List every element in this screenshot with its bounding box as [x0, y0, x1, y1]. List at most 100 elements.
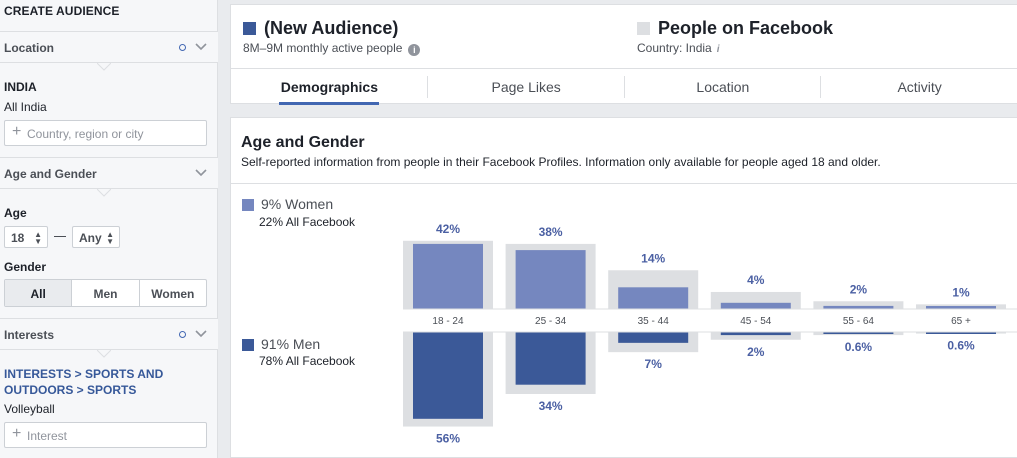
- age-gender-card: Age and Gender Self-reported information…: [230, 117, 1017, 458]
- chevron-down-icon[interactable]: [194, 327, 208, 341]
- plus-icon: +: [12, 123, 22, 140]
- location-section-header[interactable]: Location: [0, 31, 218, 63]
- age-range-dash: [54, 236, 66, 237]
- chart-title: Age and Gender: [241, 134, 365, 151]
- tab-activity-label: Activity: [897, 79, 942, 95]
- interests-section-label: Interests: [4, 328, 55, 342]
- age-tick-label: 65 +: [951, 316, 971, 327]
- tab-page-likes-label: Page Likes: [491, 79, 561, 95]
- info-icon[interactable]: i: [716, 44, 720, 55]
- women-data-label: 2%: [850, 282, 868, 296]
- age-from-select[interactable]: 18 ▲ ▼: [4, 226, 48, 248]
- age-from-value: 18: [11, 231, 25, 245]
- women-bar: [618, 287, 689, 309]
- stepper-icon: ▲ ▼: [34, 230, 42, 246]
- women-bar: [413, 243, 483, 309]
- tab-divider: [623, 76, 625, 98]
- men-data-label: 0.6%: [947, 339, 975, 353]
- tab-demographics[interactable]: Demographics: [231, 69, 428, 105]
- tab-activity[interactable]: Activity: [821, 69, 1017, 105]
- chevron-down-icon[interactable]: [194, 40, 208, 54]
- women-data-label: 42%: [436, 222, 460, 236]
- audience-size: 8M–9M monthly active people i: [243, 41, 421, 56]
- compare-title: People on Facebook: [658, 18, 834, 38]
- gear-icon[interactable]: [179, 331, 186, 338]
- women-data-label: 38%: [539, 225, 563, 239]
- age-gender-card-header: Age and Gender Self-reported information…: [231, 118, 1017, 184]
- men-data-label: 0.6%: [845, 340, 873, 354]
- age-gender-chart: 42% 56% 38% 34% 14% 7% 4% 2% 2% 0.6% 1% 0.6% 18 - 24…: [403, 222, 1017, 446]
- men-bar: [926, 332, 996, 334]
- tab-divider: [820, 76, 822, 98]
- location-input-placeholder: Country, region or city: [27, 127, 144, 141]
- audience-header-card: (New Audience) 8M–9M monthly active peop…: [230, 4, 1017, 105]
- men-data-label: 34%: [539, 399, 563, 413]
- interest-path-link[interactable]: INTERESTS > SPORTS AND OUTDOORS > SPORTS: [4, 366, 184, 398]
- gender-men-button[interactable]: Men: [72, 280, 140, 306]
- tab-demographics-label: Demographics: [280, 79, 378, 95]
- age-to-select[interactable]: Any ▲ ▼: [72, 226, 120, 248]
- audience-size-text: 8M–9M monthly active people: [243, 41, 403, 55]
- tab-page-likes[interactable]: Page Likes: [428, 69, 625, 105]
- location-section-label: Location: [4, 41, 54, 55]
- sidebar-title: CREATE AUDIENCE: [4, 4, 120, 18]
- age-to-value: Any: [79, 231, 102, 245]
- women-bar: [926, 306, 996, 309]
- men-facebook-bar: [710, 332, 801, 340]
- compare-country: Country: India i: [637, 41, 720, 55]
- men-bar: [515, 332, 586, 385]
- women-facebook-share: 22% All Facebook: [259, 215, 356, 229]
- women-bar: [515, 250, 586, 309]
- interest-search-input[interactable]: + Interest: [4, 422, 207, 448]
- men-data-label: 2%: [747, 345, 765, 359]
- interests-section-header[interactable]: Interests: [0, 318, 218, 350]
- insights-tabs: Demographics Page Likes Location Activit…: [231, 68, 1017, 105]
- women-data-label: 4%: [747, 273, 765, 287]
- men-data-label: 56%: [436, 432, 460, 446]
- age-tick-label: 18 - 24: [432, 316, 464, 327]
- women-data-label: 14%: [641, 251, 665, 265]
- age-axis-band: [403, 309, 1017, 332]
- tab-location[interactable]: Location: [625, 69, 822, 105]
- active-tab-underline: [279, 102, 379, 105]
- chevron-down-icon[interactable]: [194, 166, 208, 180]
- section-notch: [97, 63, 111, 71]
- location-search-input[interactable]: + Country, region or city: [4, 120, 207, 146]
- section-notch: [97, 350, 111, 358]
- location-scope: All India: [4, 100, 47, 114]
- men-legend-swatch: [242, 339, 254, 351]
- audience-title: (New Audience): [264, 18, 399, 38]
- audience-color-swatch: [243, 22, 256, 35]
- men-bar: [720, 332, 791, 336]
- men-bar: [618, 332, 689, 343]
- create-audience-sidebar: CREATE AUDIENCE Location INDIA All India…: [0, 0, 218, 458]
- women-data-label: 1%: [952, 285, 970, 299]
- interest-item: Volleyball: [4, 402, 55, 416]
- tab-location-label: Location: [696, 79, 750, 95]
- info-icon[interactable]: i: [408, 44, 421, 56]
- age-label: Age: [4, 206, 27, 220]
- age-gender-section-label: Age and Gender: [4, 167, 97, 181]
- interest-input-placeholder: Interest: [27, 429, 68, 443]
- age-tick-label: 45 - 54: [740, 316, 772, 327]
- women-bar: [823, 305, 894, 309]
- men-facebook-share: 78% All Facebook: [259, 354, 356, 368]
- men-data-label: 7%: [645, 357, 663, 371]
- age-gender-section-header[interactable]: Age and Gender: [0, 157, 218, 189]
- men-bar: [413, 332, 483, 419]
- gender-women-button[interactable]: Women: [151, 287, 195, 301]
- chart-subtitle: Self-reported information from people in…: [241, 155, 881, 169]
- age-tick-label: 25 - 34: [535, 316, 567, 327]
- age-tick-label: 35 - 44: [638, 316, 670, 327]
- women-facebook-bar: [813, 301, 904, 309]
- section-notch: [97, 189, 111, 197]
- location-country: INDIA: [4, 80, 37, 94]
- women-legend-swatch: [242, 199, 254, 211]
- gender-toggle-group: All Men Women: [4, 279, 207, 307]
- tab-divider: [426, 76, 428, 98]
- compare-color-swatch: [637, 22, 650, 35]
- men-legend-label: 91% Men: [261, 336, 321, 352]
- gear-icon[interactable]: [179, 44, 186, 51]
- gender-all-button[interactable]: All: [5, 280, 73, 306]
- compare-country-text: Country: India: [637, 41, 712, 55]
